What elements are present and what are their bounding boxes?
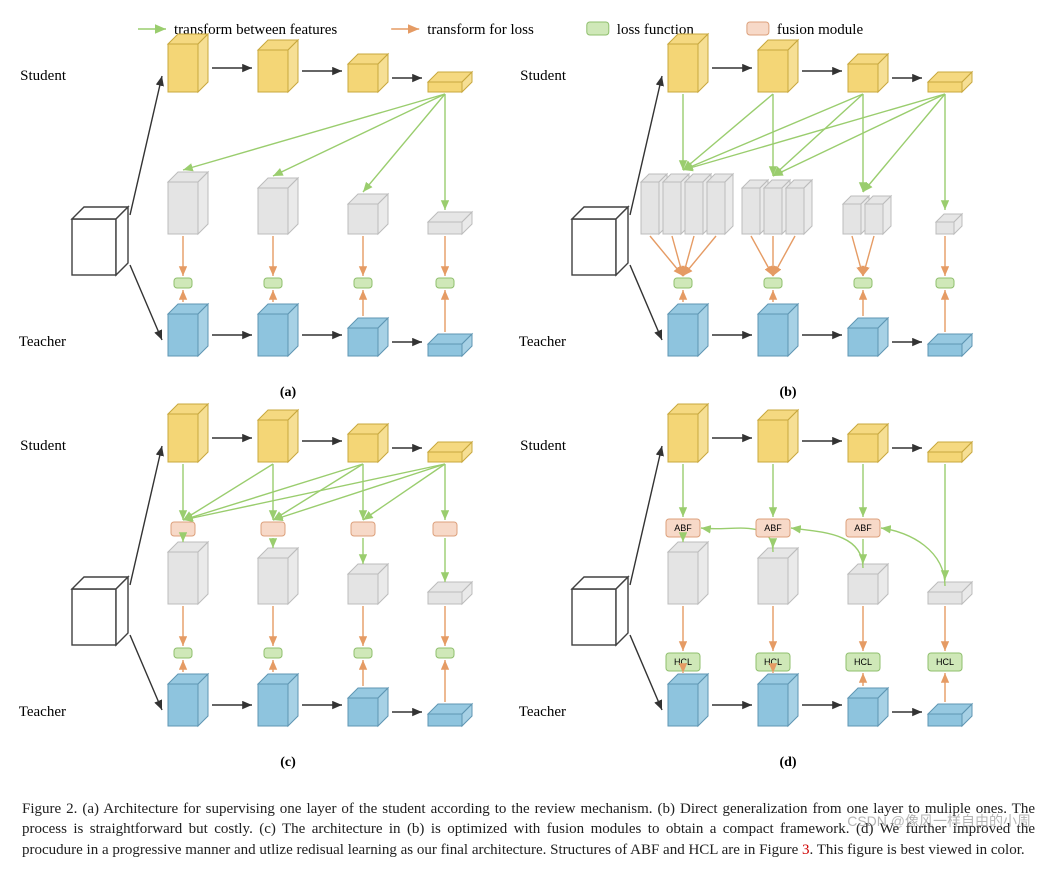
svg-text:transform for loss: transform for loss [427, 22, 534, 38]
svg-text:HCL: HCL [854, 657, 872, 667]
panel-d: Student Teacher ABF ABF ABF HCL HCL HCL HCL (d) [519, 404, 972, 770]
svg-text:Teacher: Teacher [519, 704, 566, 720]
caption-prefix: Figure 2. [22, 801, 82, 817]
svg-text:(a): (a) [280, 385, 297, 400]
svg-text:Student: Student [520, 438, 567, 454]
panel-a: Student Teacher (a) [19, 34, 472, 400]
svg-text:fusion module: fusion module [777, 22, 864, 38]
svg-text:Student: Student [20, 438, 67, 454]
watermark: CSDN @像风一样自由的小周 [847, 811, 1031, 831]
svg-text:ABF: ABF [854, 523, 872, 533]
svg-text:(d): (d) [779, 755, 796, 770]
svg-text:Student: Student [520, 68, 567, 84]
legend: transform between featurestransform for … [138, 22, 863, 38]
svg-text:Teacher: Teacher [519, 334, 566, 350]
svg-text:Teacher: Teacher [19, 334, 66, 350]
svg-text:(c): (c) [280, 755, 296, 770]
panel-b: Student Teacher (b) [519, 34, 972, 400]
caption-tail: . This figure is best viewed in color. [810, 842, 1025, 858]
architecture-figure: transform between featurestransform for … [8, 8, 1033, 788]
svg-text:ABF: ABF [764, 523, 782, 533]
svg-text:Student: Student [20, 68, 67, 84]
svg-text:HCL: HCL [764, 657, 782, 667]
svg-text:HCL: HCL [936, 657, 954, 667]
svg-text:HCL: HCL [674, 657, 692, 667]
svg-text:ABF: ABF [674, 523, 692, 533]
svg-text:Teacher: Teacher [19, 704, 66, 720]
caption-figure-ref: 3 [802, 842, 810, 858]
panels: StudentTeacher(a)StudentTeacher(b)Studen… [19, 34, 972, 770]
svg-text:(b): (b) [779, 385, 796, 400]
panel-c: Student Teacher (c) [19, 404, 472, 770]
